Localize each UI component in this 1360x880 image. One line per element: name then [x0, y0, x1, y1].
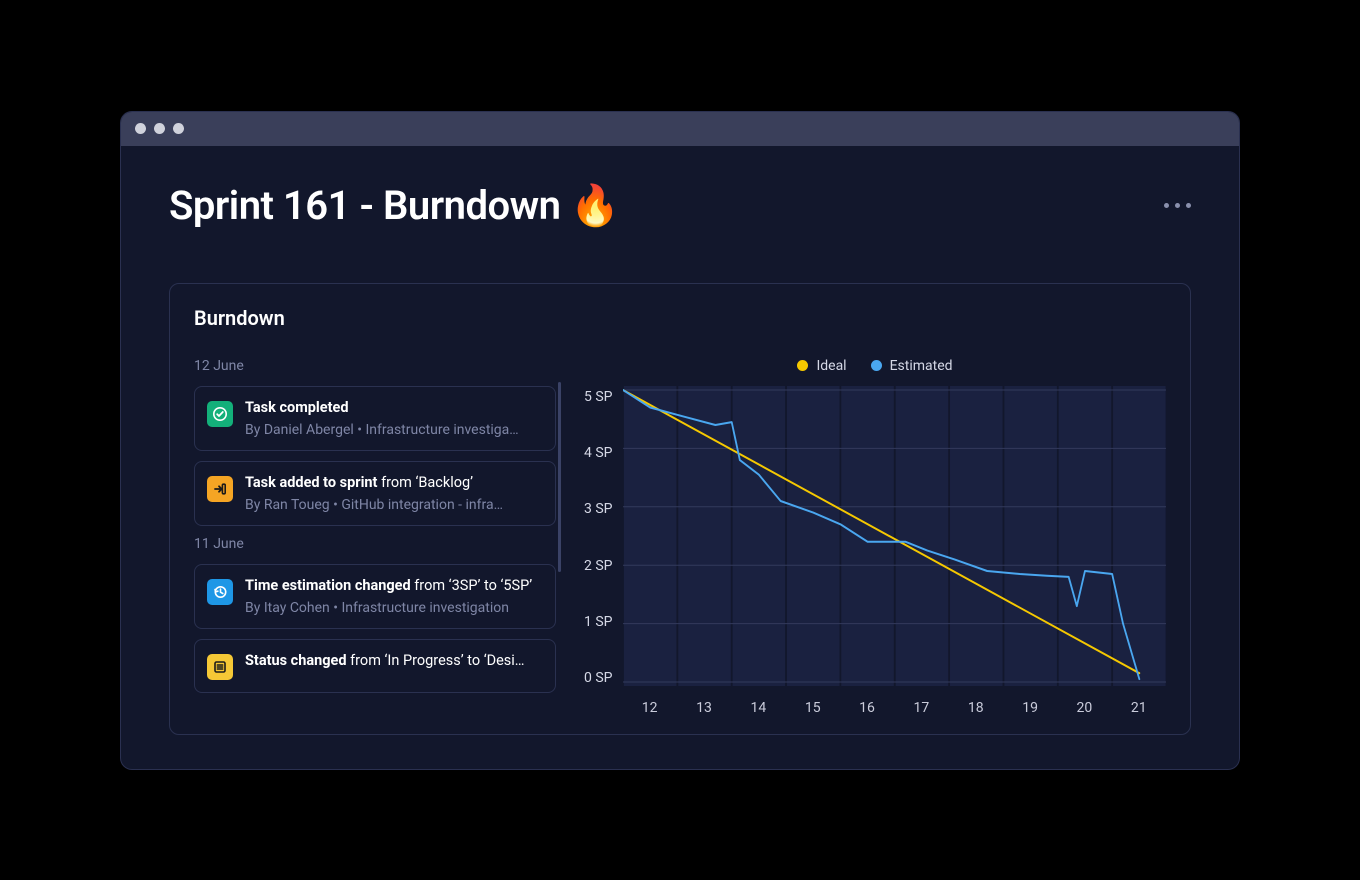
x-tick-label: 12 [623, 700, 677, 716]
legend-swatch [871, 360, 882, 371]
activity-feed: 12 June Task completed By Daniel Abergel •… [194, 358, 556, 716]
x-tick-label: 18 [949, 700, 1003, 716]
app-window: Sprint 161 - Burndown 🔥 Burndown 12 June… [120, 111, 1240, 770]
chart-column: Ideal Estimated 5 SP 4 SP 3 SP 2 SP 1 SP 0 SP … [584, 358, 1166, 716]
titlebar-dot [135, 123, 146, 134]
activity-icon [207, 401, 233, 427]
x-tick-label: 15 [786, 700, 840, 716]
panel-title: Burndown [194, 306, 1166, 330]
activity-date: 12 June [194, 358, 556, 374]
activity-title: Time estimation changed from ‘3SP’ to ‘5… [245, 577, 541, 594]
activity-icon [207, 579, 233, 605]
x-tick-label: 13 [677, 700, 731, 716]
y-axis-labels: 5 SP 4 SP 3 SP 2 SP 1 SP 0 SP [584, 386, 623, 686]
activity-icon [207, 654, 233, 680]
y-tick-label: 0 SP [584, 671, 613, 685]
y-tick-label: 5 SP [584, 390, 613, 404]
legend-label: Estimated [890, 358, 953, 374]
activity-title: Status changed from ‘In Progress’ to ‘De… [245, 652, 541, 669]
activity-subtitle: By Itay Cohen • Infrastructure investiga… [245, 600, 541, 616]
legend-item: Ideal [797, 358, 846, 374]
y-tick-label: 1 SP [584, 615, 613, 629]
burndown-chart [623, 386, 1167, 686]
activity-card-body: Status changed from ‘In Progress’ to ‘De… [245, 652, 541, 669]
page-header: Sprint 161 - Burndown 🔥 [169, 182, 1191, 229]
burndown-panel: Burndown 12 June Task completed By Daniel … [169, 283, 1191, 735]
legend-item: Estimated [871, 358, 953, 374]
activity-subtitle: By Ran Toueg • GitHub integration - infr… [245, 497, 541, 513]
activity-date: 11 June [194, 536, 556, 552]
y-tick-label: 4 SP [584, 446, 613, 460]
chart-legend: Ideal Estimated [584, 358, 1166, 374]
activity-card[interactable]: Task added to sprint from ‘Backlog’ By Ra… [194, 461, 556, 526]
activity-card-body: Task completed By Daniel Abergel • Infras… [245, 399, 541, 438]
page-title: Sprint 161 - Burndown 🔥 [169, 182, 619, 229]
titlebar-dot [173, 123, 184, 134]
titlebar-dot [154, 123, 165, 134]
x-tick-label: 21 [1112, 700, 1166, 716]
activity-title: Task added to sprint from ‘Backlog’ [245, 474, 541, 491]
activity-card[interactable]: Status changed from ‘In Progress’ to ‘De… [194, 639, 556, 693]
x-tick-label: 20 [1057, 700, 1111, 716]
x-tick-label: 14 [731, 700, 785, 716]
scrollbar-thumb[interactable] [558, 382, 561, 572]
window-titlebar [121, 112, 1239, 146]
x-tick-label: 17 [894, 700, 948, 716]
chart-plot: 12131415161718192021 [623, 386, 1167, 716]
legend-swatch [797, 360, 808, 371]
activity-icon [207, 476, 233, 502]
legend-label: Ideal [816, 358, 846, 374]
x-axis-labels: 12131415161718192021 [623, 700, 1167, 716]
activity-title: Task completed [245, 399, 541, 416]
activity-card-body: Time estimation changed from ‘3SP’ to ‘5… [245, 577, 541, 616]
more-menu-button[interactable] [1164, 203, 1191, 208]
activity-card[interactable]: Task completed By Daniel Abergel • Infras… [194, 386, 556, 451]
activity-card-body: Task added to sprint from ‘Backlog’ By Ra… [245, 474, 541, 513]
x-tick-label: 16 [840, 700, 894, 716]
x-tick-label: 19 [1003, 700, 1057, 716]
activity-card[interactable]: Time estimation changed from ‘3SP’ to ‘5… [194, 564, 556, 629]
activity-subtitle: By Daniel Abergel • Infrastructure inves… [245, 422, 541, 438]
chart-wrap: 5 SP 4 SP 3 SP 2 SP 1 SP 0 SP 121314151617181… [584, 386, 1166, 716]
y-tick-label: 3 SP [584, 502, 613, 516]
content-area: Sprint 161 - Burndown 🔥 Burndown 12 June… [121, 146, 1239, 769]
y-tick-label: 2 SP [584, 559, 613, 573]
panel-body: 12 June Task completed By Daniel Abergel •… [194, 358, 1166, 716]
